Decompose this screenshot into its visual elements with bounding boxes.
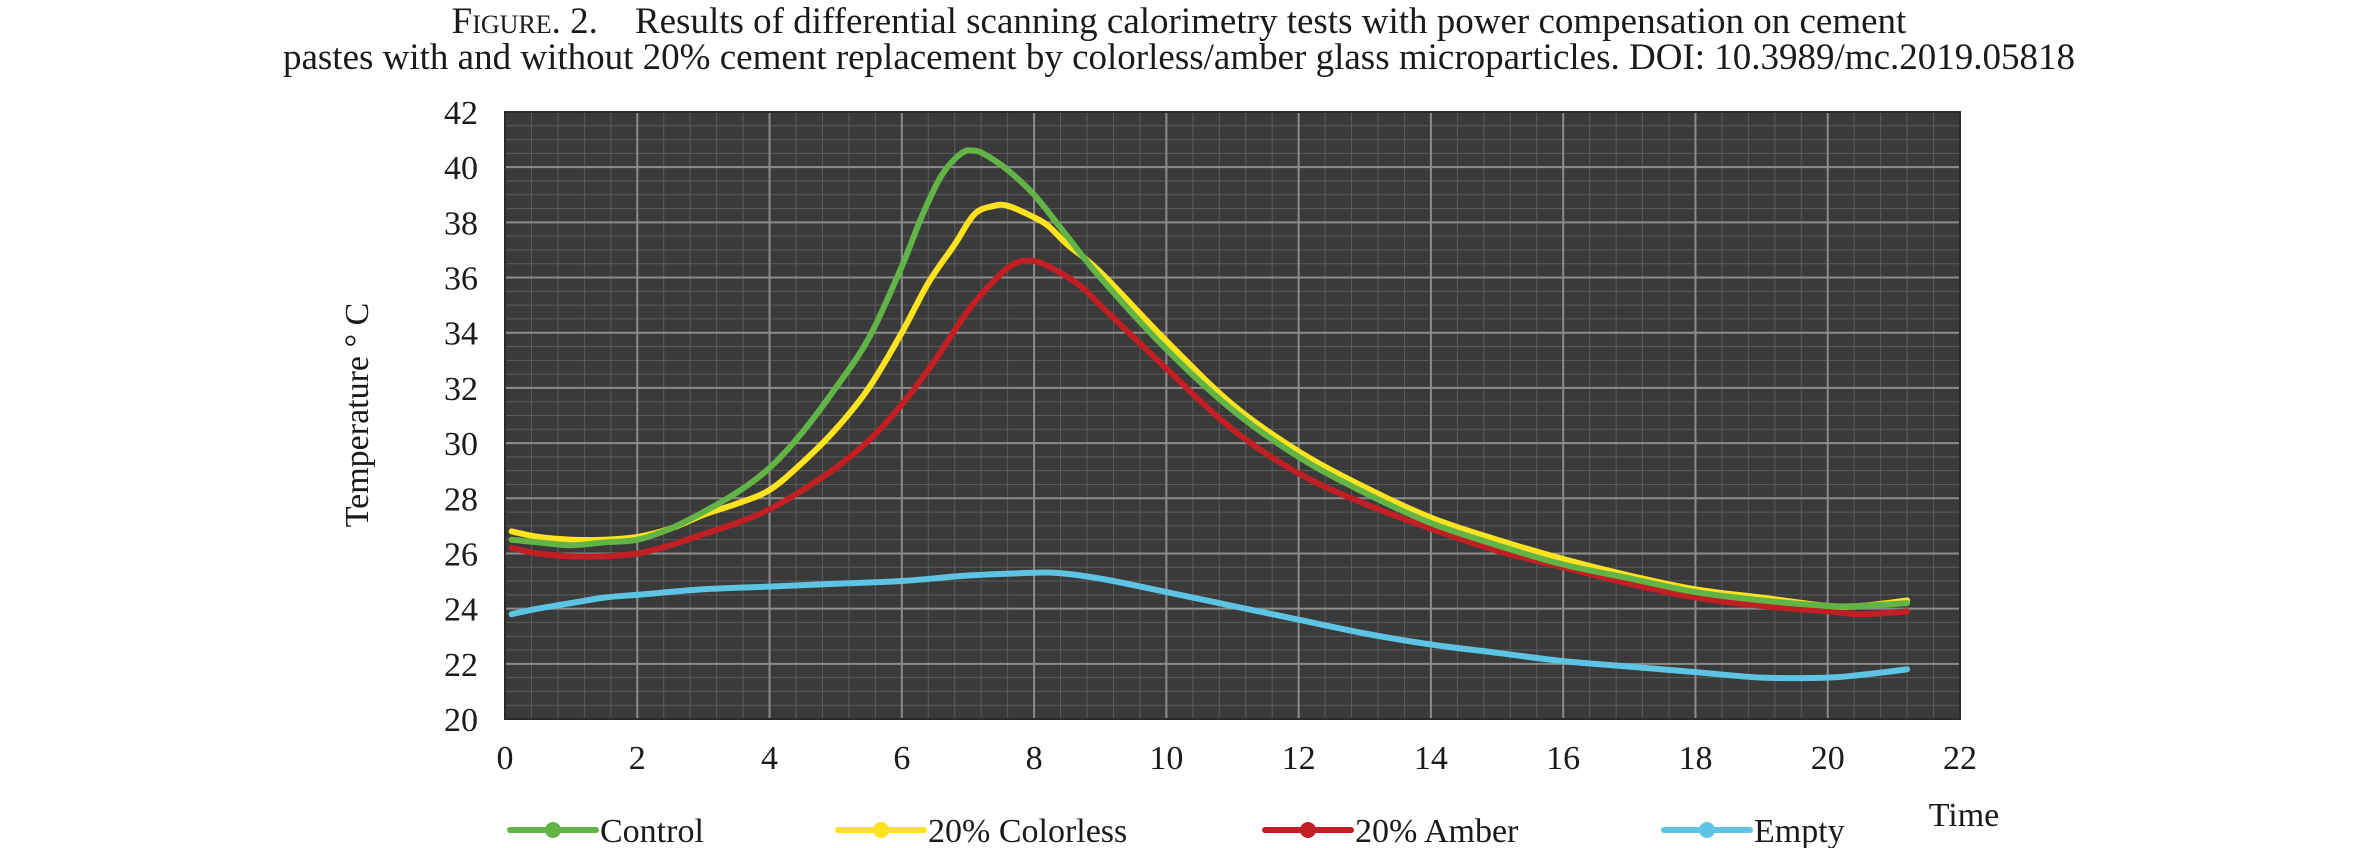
x-tick-label: 16 xyxy=(1546,740,1580,777)
y-tick-label: 42 xyxy=(444,95,478,132)
x-axis-label: Time xyxy=(1929,797,2000,834)
x-tick-label: 4 xyxy=(761,740,778,777)
x-tick-label: 2 xyxy=(629,740,646,777)
legend-label-20-colorless: 20% Colorless xyxy=(928,813,1127,848)
y-axis-label: Temperature ° C xyxy=(339,303,376,528)
y-tick-label: 36 xyxy=(444,261,478,298)
y-tick-label: 32 xyxy=(444,371,478,408)
y-tick-label: 30 xyxy=(444,426,478,463)
series-line-20-amber xyxy=(508,257,1911,618)
y-tick-label: 40 xyxy=(444,150,478,187)
legend-label-20-amber: 20% Amber xyxy=(1355,813,1519,848)
legend-marker-20-colorless xyxy=(873,822,889,838)
legend-marker-control xyxy=(545,822,561,838)
caption-text-1: Results of differential scanning calorim… xyxy=(634,1,1907,42)
x-tick-label: 18 xyxy=(1678,740,1712,777)
x-tick-label: 0 xyxy=(497,740,514,777)
figure-caption-line-1: Figure. 2. Results of differential scann… xyxy=(0,2,2358,42)
series-line-control xyxy=(508,147,1911,610)
series-lines xyxy=(508,147,1911,682)
x-tick-label: 20 xyxy=(1811,740,1845,777)
y-tick-label: 26 xyxy=(444,536,478,573)
figure-caption-line-2: pastes with and without 20% cement repla… xyxy=(282,37,2075,78)
legend-label-control: Control xyxy=(600,813,704,848)
x-tick-label: 12 xyxy=(1282,740,1316,777)
y-tick-label: 34 xyxy=(444,316,478,353)
y-tick-label: 20 xyxy=(444,702,478,739)
plot-frame xyxy=(504,111,1961,720)
x-tick-label: 14 xyxy=(1414,740,1448,777)
series-line-empty xyxy=(508,569,1911,682)
y-tick-label: 38 xyxy=(444,205,478,242)
x-tick-label: 10 xyxy=(1149,740,1183,777)
legend-marker-20-amber xyxy=(1300,822,1316,838)
x-tick-label: 22 xyxy=(1943,740,1977,777)
figure-label: Figure. 2. xyxy=(451,1,598,42)
legend-label-empty: Empty xyxy=(1754,813,1845,848)
x-tick-label: 6 xyxy=(893,740,910,777)
y-tick-label: 24 xyxy=(444,592,478,629)
x-tick-label: 8 xyxy=(1026,740,1043,777)
y-tick-label: 28 xyxy=(444,481,478,518)
y-tick-label: 22 xyxy=(444,647,478,684)
axis-ticks: 0 2 4 6 8 10 12 14 16 18 20 22202224262830323436384… xyxy=(444,95,1977,777)
legend-marker-empty xyxy=(1699,822,1715,838)
legend: Control 20% Colorless 20% Amber Empty xyxy=(507,813,1845,848)
